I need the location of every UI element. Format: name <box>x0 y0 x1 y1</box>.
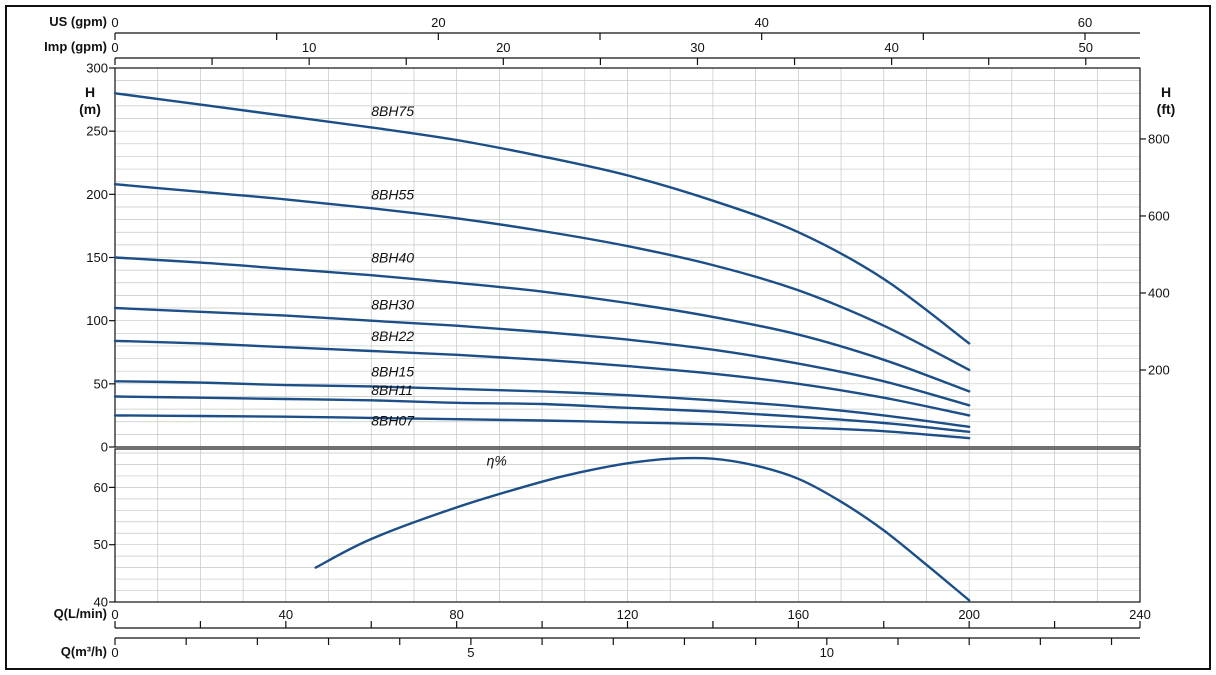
curve-8BH55 <box>113 183 971 372</box>
h-m-tick-label: 250 <box>86 124 108 139</box>
imp_gpm-tick-label: 40 <box>884 40 898 55</box>
efficiency-panel-border <box>114 448 1141 603</box>
us_gpm-tick-label: 60 <box>1078 15 1092 30</box>
curve-label-8BH40: 8BH40 <box>371 250 414 266</box>
q-lmin-tick-label: 120 <box>617 607 639 622</box>
q-lmin-tick-label: 80 <box>449 607 463 622</box>
head-m-axis-title-line1: H <box>84 84 96 100</box>
curve-8BH75 <box>113 92 971 345</box>
curve-8BH40 <box>113 256 971 393</box>
q-lmin-tick-label: 240 <box>1129 607 1151 622</box>
q-m3h-tick-label: 0 <box>111 645 118 660</box>
curve-8BH11 <box>113 395 971 433</box>
curve-label-8BH55: 8BH55 <box>371 186 414 202</box>
eta-tick-label: 40 <box>94 595 108 610</box>
q-m3h-axis-title: Q(m³/h) <box>60 644 107 659</box>
q-lmin-tick-label: 200 <box>958 607 980 622</box>
h-m-tick-label: 300 <box>86 61 108 76</box>
h-m-tick-label: 100 <box>86 313 108 328</box>
curve-label-8BH22: 8BH22 <box>371 328 414 344</box>
h-ft-tick-label: 800 <box>1148 131 1170 146</box>
curve-8BH30 <box>113 306 971 407</box>
q-lmin-axis-title: Q(L/min) <box>53 606 107 621</box>
curve-efficiency <box>314 456 971 602</box>
head-m-axis-title: H (m) <box>66 84 114 118</box>
outer-frame <box>5 5 1211 670</box>
q-lmin-tick-label: 40 <box>279 607 293 622</box>
q-lmin-tick-label: 160 <box>787 607 809 622</box>
q-m3h-tick-label: 5 <box>467 645 474 660</box>
imp_gpm-tick-label: 20 <box>496 40 510 55</box>
us_gpm-tick-label: 0 <box>111 15 118 30</box>
head-ft-axis-title: H (ft) <box>1142 84 1190 118</box>
q-lmin-tick-label: 0 <box>111 607 118 622</box>
eta-tick-label: 50 <box>94 537 108 552</box>
imp_gpm-tick-label: 30 <box>690 40 704 55</box>
curve-8BH15 <box>113 380 971 428</box>
head-m-axis-title-line2: (m) <box>79 101 101 117</box>
curve-8BH22 <box>113 339 971 417</box>
imp_gpm-tick-label: 0 <box>111 40 118 55</box>
eta-tick-label: 60 <box>94 480 108 495</box>
us-gpm-axis-title: US (gpm) <box>49 14 107 29</box>
curve-label-efficiency: η% <box>487 453 507 469</box>
h-m-tick-label: 0 <box>101 440 108 455</box>
h-m-tick-label: 200 <box>86 187 108 202</box>
curve-8BH07 <box>113 414 971 440</box>
h-ft-tick-label: 400 <box>1148 285 1170 300</box>
head-ft-axis-title-line1: H <box>1160 84 1172 100</box>
us_gpm-tick-label: 40 <box>754 15 768 30</box>
curve-label-8BH11: 8BH11 <box>371 382 413 398</box>
imp-gpm-axis-title: Imp (gpm) <box>44 39 107 54</box>
curve-label-8BH75: 8BH75 <box>371 103 414 119</box>
curve-label-8BH15: 8BH15 <box>371 363 414 379</box>
curve-label-8BH07: 8BH07 <box>371 413 415 429</box>
imp_gpm-tick-label: 10 <box>302 40 316 55</box>
h-ft-tick-label: 600 <box>1148 208 1170 223</box>
h-ft-tick-label: 200 <box>1148 362 1170 377</box>
imp_gpm-tick-label: 50 <box>1079 40 1093 55</box>
head-ft-axis-title-line2: (ft) <box>1156 101 1176 117</box>
q-m3h-tick-label: 10 <box>820 645 834 660</box>
h-m-tick-label: 50 <box>94 376 108 391</box>
us_gpm-tick-label: 20 <box>431 15 445 30</box>
curve-label-8BH30: 8BH30 <box>371 296 414 312</box>
h-m-tick-label: 150 <box>86 250 108 265</box>
